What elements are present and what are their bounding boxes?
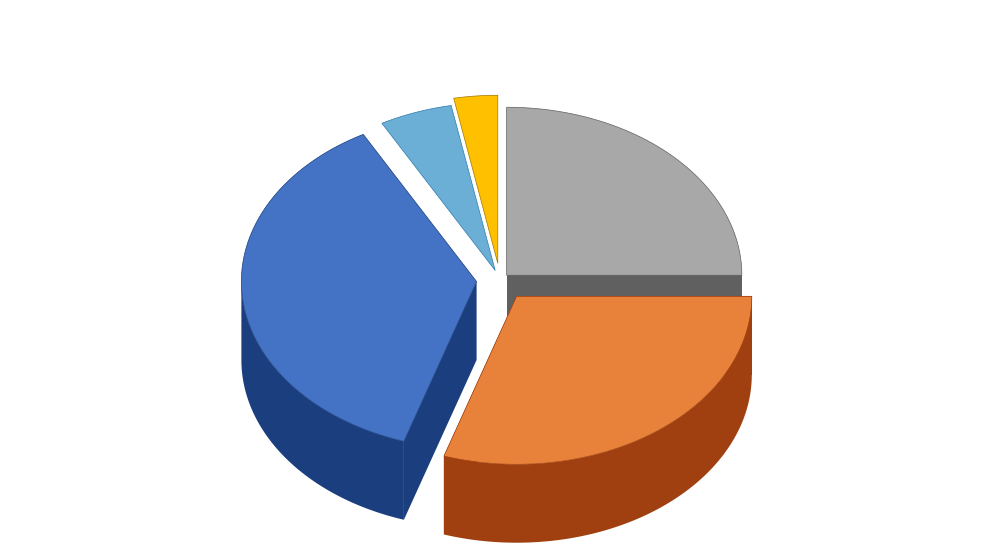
Polygon shape bbox=[444, 296, 517, 534]
Polygon shape bbox=[404, 282, 477, 520]
Polygon shape bbox=[444, 296, 752, 464]
Polygon shape bbox=[507, 108, 742, 276]
Polygon shape bbox=[382, 105, 495, 270]
Polygon shape bbox=[444, 296, 752, 543]
Polygon shape bbox=[241, 134, 477, 441]
Polygon shape bbox=[517, 296, 752, 375]
Polygon shape bbox=[241, 282, 404, 520]
Polygon shape bbox=[454, 95, 498, 263]
Polygon shape bbox=[507, 276, 742, 354]
